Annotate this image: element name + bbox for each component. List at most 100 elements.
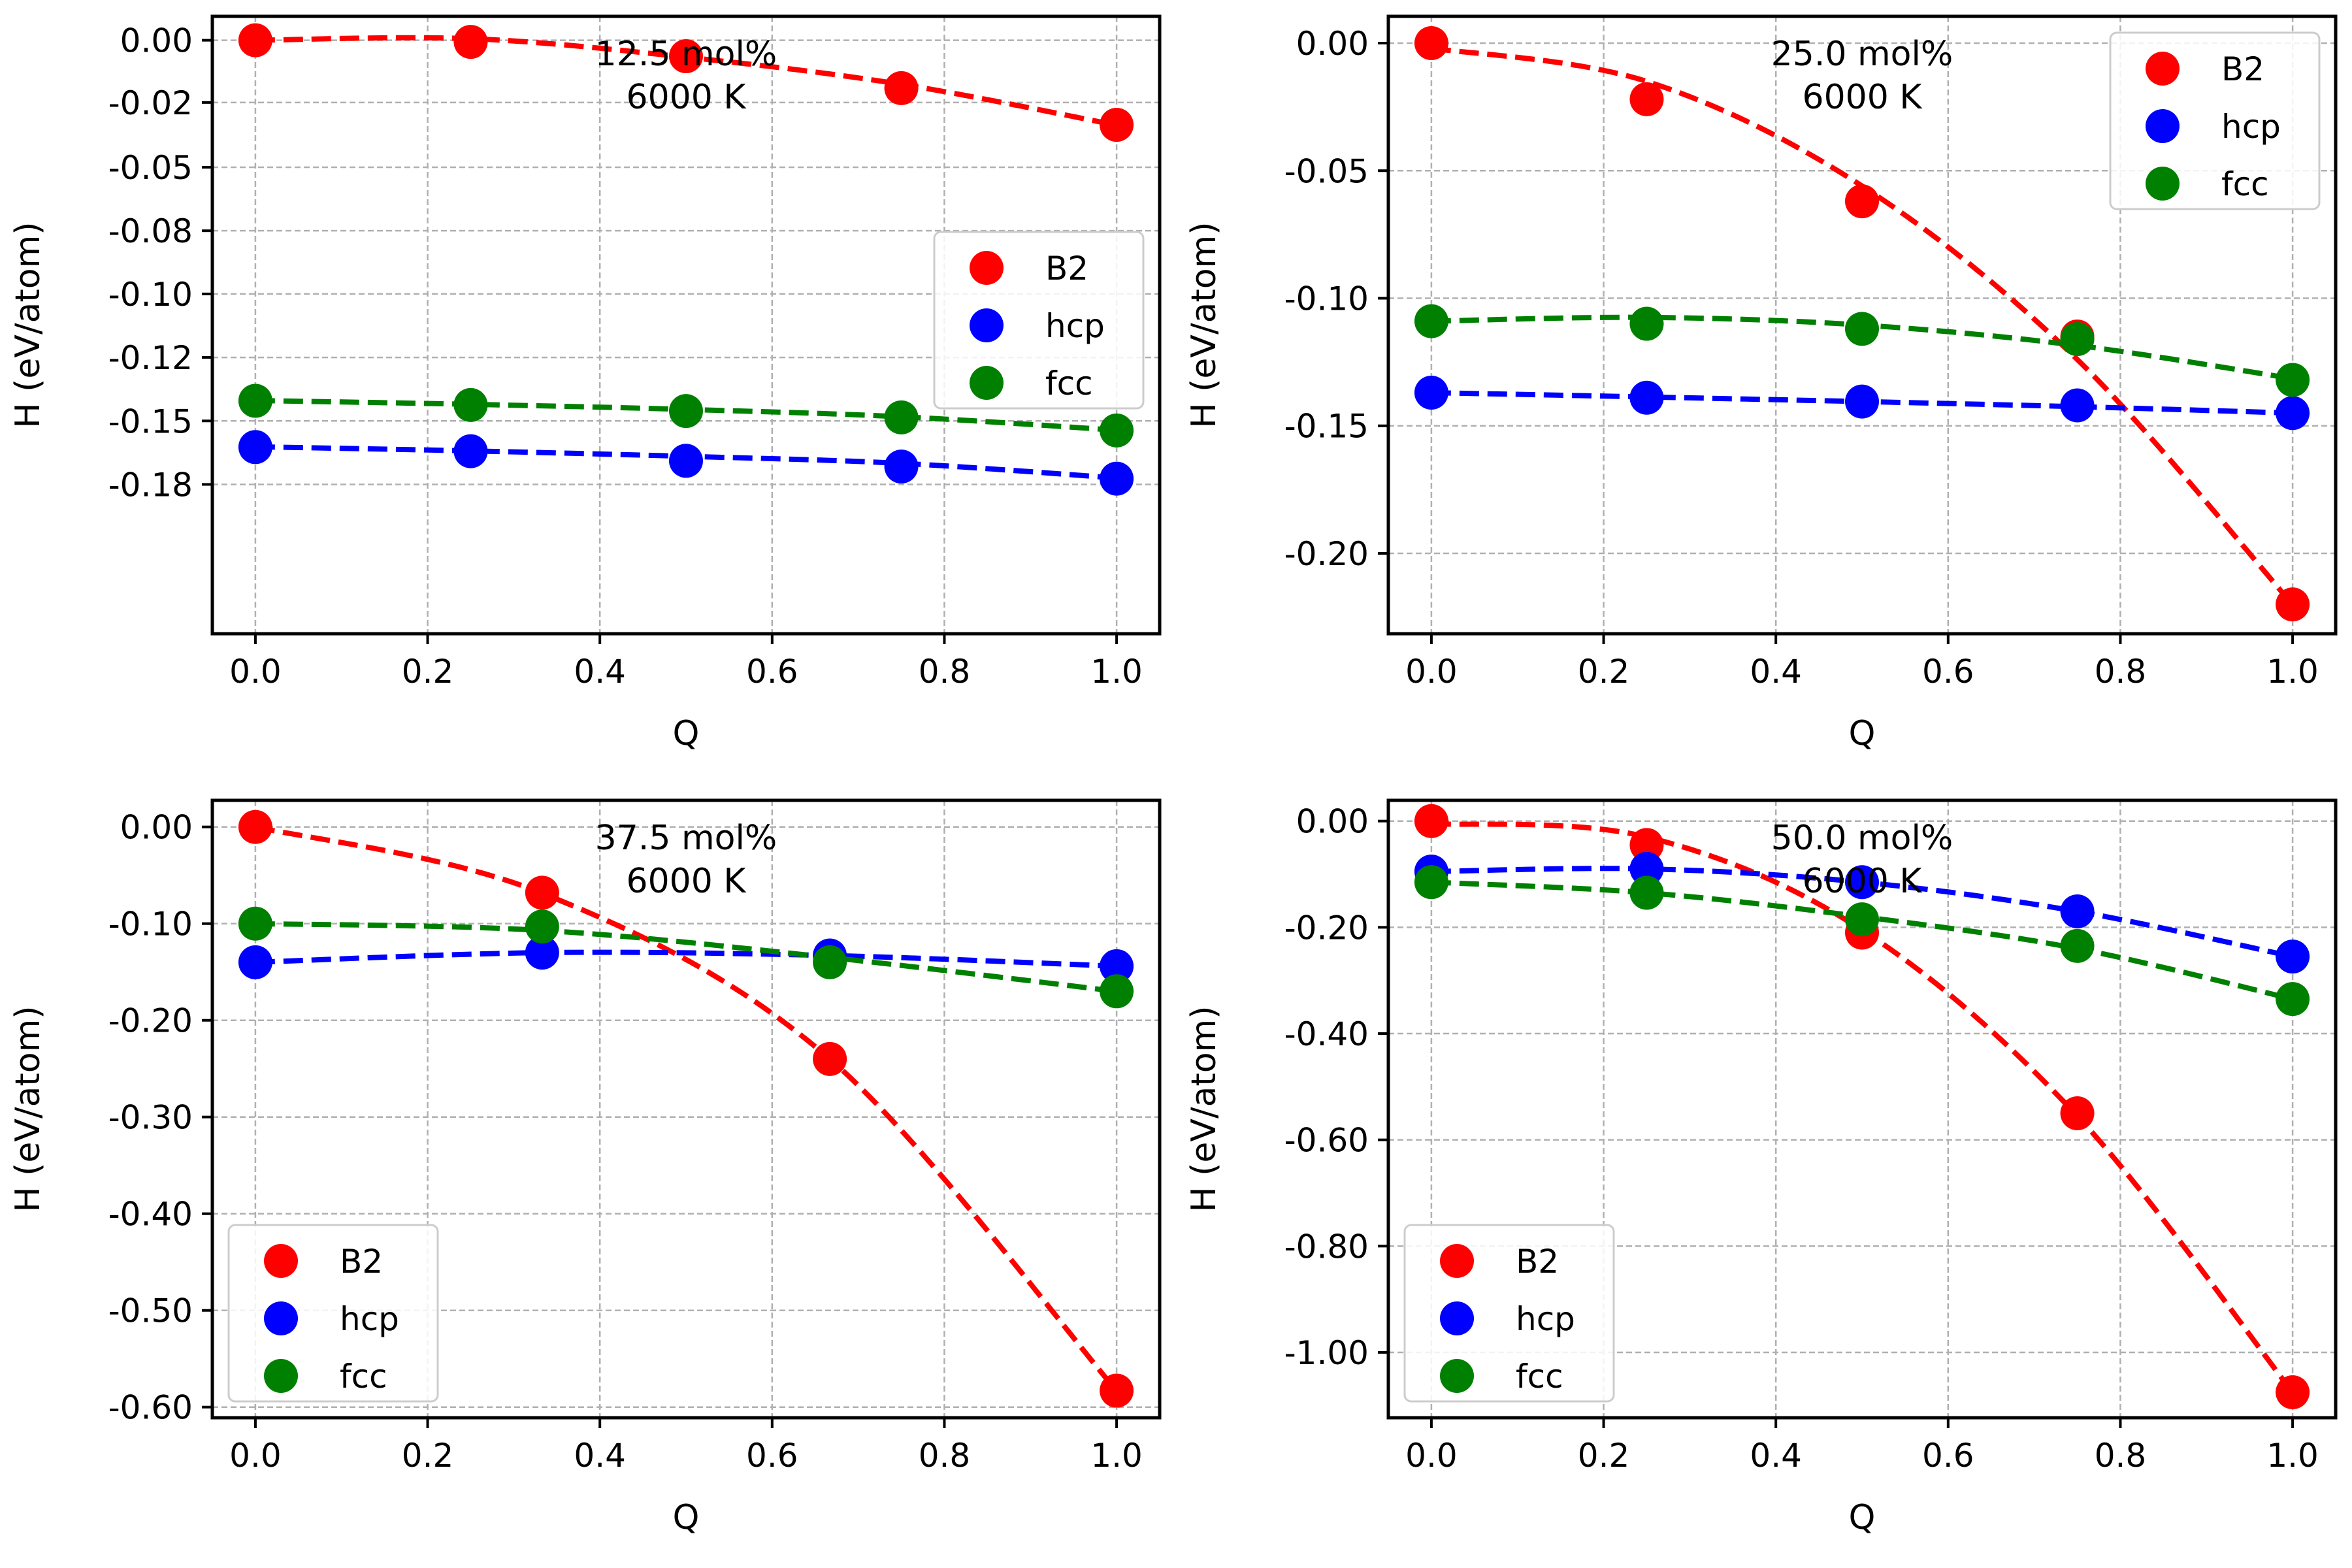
y-tick-label: -0.05 (1284, 152, 1369, 190)
series-fcc (1414, 865, 2310, 1017)
legend: B2 hcp fcc (933, 231, 1145, 410)
y-tick-label: -0.15 (1284, 408, 1369, 446)
data-point-hcp (238, 430, 272, 465)
y-tick-label: -0.40 (108, 1196, 193, 1233)
panel-annotation: 12.5 mol% 6000 K (595, 35, 777, 117)
legend-label-hcp: hcp (1516, 1300, 1575, 1338)
legend-label-fcc: fcc (2221, 165, 2269, 203)
y-tick-label: -0.02 (108, 84, 193, 122)
data-point-fcc (1845, 312, 1879, 346)
y-tick-label: 0.00 (1296, 25, 1369, 63)
series-fcc (238, 384, 1134, 448)
data-point-hcp (2276, 396, 2310, 431)
legend-box (227, 1224, 439, 1403)
data-point-fcc (453, 387, 488, 422)
x-axis: 0.0 0.2 0.4 0.6 0.8 1.0 Q (229, 1418, 1143, 1537)
data-point-b2 (1414, 26, 1448, 61)
x-tick-label: 0.6 (746, 653, 798, 691)
data-point-b2 (525, 875, 559, 910)
y-tick-label: -0.30 (108, 1099, 193, 1137)
legend-label-fcc: fcc (340, 1358, 387, 1396)
y-axis-label: H (eV/atom) (8, 1005, 48, 1212)
data-point-fcc (1100, 974, 1134, 1009)
data-point-b2 (669, 39, 703, 74)
legend-label-hcp: hcp (2221, 108, 2281, 146)
series-b2 (238, 809, 1134, 1408)
chart-panel-1: 0.0 0.2 0.4 0.6 0.8 1.0 Q 0.00 -0.02 -0.05 -0.08 -0… (8, 14, 1162, 753)
annotation-line: 6000 K (1803, 78, 1923, 117)
data-point-b2 (2276, 1375, 2310, 1409)
x-tick-label: 1.0 (2266, 653, 2319, 691)
fit-curve-b2 (1431, 45, 2295, 606)
data-point-hcp (525, 936, 559, 970)
y-tick-label: -0.40 (1284, 1015, 1369, 1053)
x-tick-label: 0.6 (1922, 1437, 1974, 1475)
legend-marker-fcc (970, 366, 1004, 400)
y-tick-label: -0.60 (108, 1389, 193, 1427)
data-point-hcp (453, 434, 488, 468)
data-point-b2 (884, 71, 919, 105)
chart-panel-2: 0.0 0.2 0.4 0.6 0.8 1.0 Q 0.00 -0.05 -0.10 -0.15 -0… (1184, 14, 2338, 753)
axes-frame (210, 14, 1162, 636)
data-point-fcc (525, 909, 559, 944)
legend-label-hcp: hcp (340, 1300, 399, 1338)
data-point-b2 (2060, 1096, 2095, 1131)
data-point-hcp (884, 449, 919, 484)
data-point-b2 (453, 25, 488, 59)
legend-label-hcp: hcp (1045, 307, 1105, 345)
x-tick-label: 0.6 (1922, 653, 1974, 691)
data-point-fcc (1100, 413, 1134, 448)
x-tick-label: 0.4 (1750, 1437, 1802, 1475)
legend-marker-b2 (1440, 1244, 1474, 1278)
y-axis: 0.00 -0.10 -0.20 -0.30 -0.40 -0.50 -0.60 H (eV/… (8, 809, 212, 1427)
data-point-hcp (2060, 388, 2095, 423)
y-tick-label: 0.00 (120, 22, 193, 60)
x-tick-label: 0.8 (919, 1437, 971, 1475)
legend-marker-hcp (2146, 109, 2180, 143)
y-tick-label: -0.50 (108, 1292, 193, 1330)
y-tick-label: -0.10 (108, 906, 193, 943)
legend-marker-fcc (2146, 167, 2180, 201)
data-point-hcp (1629, 851, 1664, 886)
series-fcc (238, 906, 1134, 1009)
data-point-fcc (669, 394, 703, 429)
legend-marker-fcc (1440, 1359, 1474, 1393)
x-tick-label: 0.8 (919, 653, 971, 691)
data-point-fcc (1414, 304, 1448, 338)
legend-marker-b2 (970, 251, 1004, 285)
legend-box (1403, 1224, 1615, 1403)
y-tick-label: 0.00 (1296, 803, 1369, 841)
legend-box (2109, 31, 2321, 210)
annotation-line: 12.5 mol% (595, 35, 777, 74)
data-point-fcc (2060, 928, 2095, 963)
panel-annotation: 50.0 mol% 6000 K (1771, 819, 1953, 901)
data-point-fcc (2276, 363, 2310, 397)
legend: B2 hcp fcc (2109, 31, 2321, 210)
legend: B2 hcp fcc (227, 1224, 439, 1403)
annotation-line: 25.0 mol% (1771, 35, 1953, 74)
panel-annotation: 25.0 mol% 6000 K (1771, 35, 1953, 117)
y-tick-label: -0.20 (1284, 909, 1369, 947)
data-point-b2 (813, 1041, 847, 1076)
x-axis-label: Q (1849, 1498, 1876, 1537)
annotation-line: 6000 K (1803, 862, 1923, 901)
panel-annotation: 37.5 mol% 6000 K (595, 819, 777, 901)
x-tick-label: 0.8 (2095, 653, 2147, 691)
x-tick-label: 1.0 (1090, 1437, 1143, 1475)
data-point-hcp (1845, 865, 1879, 900)
x-tick-label: 0.0 (229, 1437, 282, 1475)
data-point-hcp (1629, 380, 1664, 415)
y-tick-label: -0.20 (1284, 535, 1369, 573)
data-point-fcc (2060, 321, 2095, 356)
data-point-fcc (1629, 306, 1664, 341)
x-tick-label: 1.0 (2266, 1437, 2319, 1475)
data-point-hcp (1414, 375, 1448, 410)
x-axis-label: Q (1849, 714, 1876, 753)
legend-marker-fcc (264, 1359, 298, 1393)
x-axis-label: Q (673, 1498, 700, 1537)
data-point-fcc (238, 384, 272, 418)
data-point-b2 (1414, 804, 1448, 838)
legend-marker-b2 (264, 1244, 298, 1278)
data-point-fcc (884, 400, 919, 434)
y-tick-label: -0.60 (1284, 1122, 1369, 1160)
